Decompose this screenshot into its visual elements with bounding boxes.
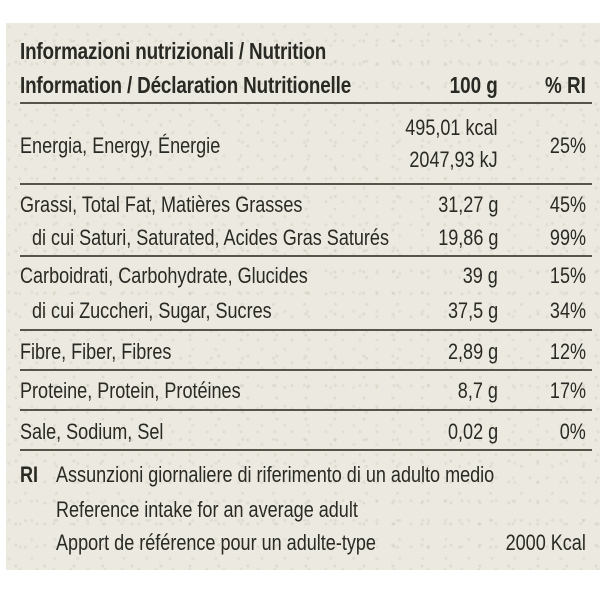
footnote-kcal-reference: 2000 Kcal: [505, 530, 586, 555]
row-value-fibre: 2,89 g: [447, 339, 498, 364]
divider: [20, 369, 592, 371]
row-value-sugar: 37,5 g: [447, 298, 498, 323]
footnote-line-1: Assunzioni giornaliere di riferimento di…: [56, 462, 495, 487]
row-ri-fibre: 12%: [549, 339, 586, 364]
footnote-line-2: Reference intake for an average adult: [56, 497, 358, 522]
row-label-saturated: di cui Saturi, Saturated, Acides Gras Sa…: [32, 225, 389, 250]
divider: [20, 183, 592, 185]
row-ri-salt: 0%: [559, 419, 586, 444]
column-header-ri: % RI: [545, 72, 586, 98]
row-value-energy-kcal: 495,01 kcal: [405, 115, 498, 140]
title-line-2: Information / Déclaration Nutritionelle: [20, 72, 352, 98]
row-value-salt: 0,02 g: [447, 419, 498, 444]
row-value-energy-kj: 2047,93 kJ: [409, 147, 498, 172]
row-value-carbohydrate: 39 g: [462, 263, 498, 288]
divider: [20, 449, 592, 451]
row-ri-energy: 25%: [549, 133, 586, 158]
divider: [20, 409, 592, 411]
row-ri-sugar: 34%: [549, 298, 586, 323]
row-value-fat: 31,27 g: [437, 192, 498, 217]
footnote-line-3: Apport de référence pour un adulte-type: [56, 530, 376, 555]
row-label-sugar: di cui Zuccheri, Sugar, Sucres: [32, 298, 272, 323]
row-label-salt: Sale, Sodium, Sel: [20, 419, 164, 444]
row-ri-saturated: 99%: [549, 225, 586, 250]
row-value-protein: 8,7 g: [457, 378, 498, 403]
row-value-saturated: 19,86 g: [437, 225, 498, 250]
footnote-ri-abbreviation: RI: [20, 462, 39, 487]
row-ri-fat: 45%: [549, 192, 586, 217]
divider: [20, 329, 592, 331]
row-label-energy: Energia, Energy, Énergie: [20, 133, 221, 158]
row-label-carbohydrate: Carboidrati, Carbohydrate, Glucides: [20, 263, 308, 288]
divider: [20, 255, 592, 257]
row-label-protein: Proteine, Protein, Protéines: [20, 378, 241, 403]
title-line-1: Informazioni nutrizionali / Nutrition: [20, 38, 327, 64]
row-ri-carbohydrate: 15%: [549, 263, 586, 288]
row-ri-protein: 17%: [549, 378, 586, 403]
column-header-100g: 100 g: [449, 72, 498, 98]
divider: [20, 102, 592, 104]
nutrition-label: Informazioni nutrizionali / Nutrition In…: [6, 23, 600, 570]
row-label-fat: Grassi, Total Fat, Matières Grasses: [20, 192, 303, 217]
row-label-fibre: Fibre, Fiber, Fibres: [20, 339, 172, 364]
